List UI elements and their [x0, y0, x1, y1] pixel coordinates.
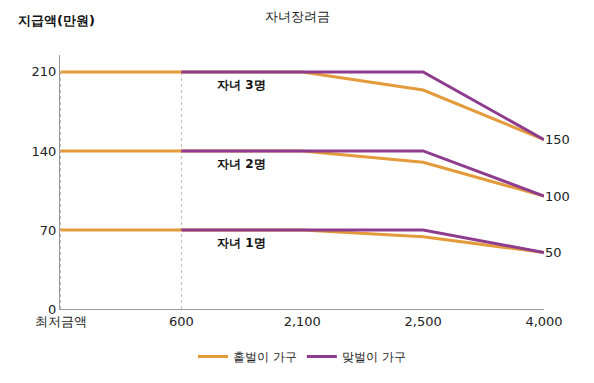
- svg-text:지급액(만원): 지급액(만원): [18, 13, 95, 28]
- svg-text:자녀 2명: 자녀 2명: [217, 157, 266, 171]
- svg-text:자녀 3명: 자녀 3명: [217, 78, 266, 92]
- svg-text:70: 70: [40, 223, 57, 238]
- svg-text:자녀장려금: 자녀장려금: [265, 9, 330, 24]
- svg-text:100: 100: [545, 189, 570, 204]
- svg-text:2,100: 2,100: [284, 314, 321, 329]
- svg-text:홑벌이 가구: 홑벌이 가구: [233, 350, 297, 364]
- svg-text:자녀 1명: 자녀 1명: [217, 236, 266, 250]
- svg-text:600: 600: [169, 314, 194, 329]
- svg-text:4,000: 4,000: [525, 314, 562, 329]
- svg-text:0: 0: [48, 302, 56, 317]
- svg-text:맞벌이 가구: 맞벌이 가구: [342, 350, 406, 364]
- svg-text:210: 210: [32, 64, 57, 79]
- svg-text:최저금액: 최저금액: [35, 314, 87, 329]
- svg-text:50: 50: [545, 245, 562, 260]
- svg-text:140: 140: [32, 144, 57, 159]
- svg-text:2,500: 2,500: [405, 314, 442, 329]
- svg-text:150: 150: [545, 132, 570, 147]
